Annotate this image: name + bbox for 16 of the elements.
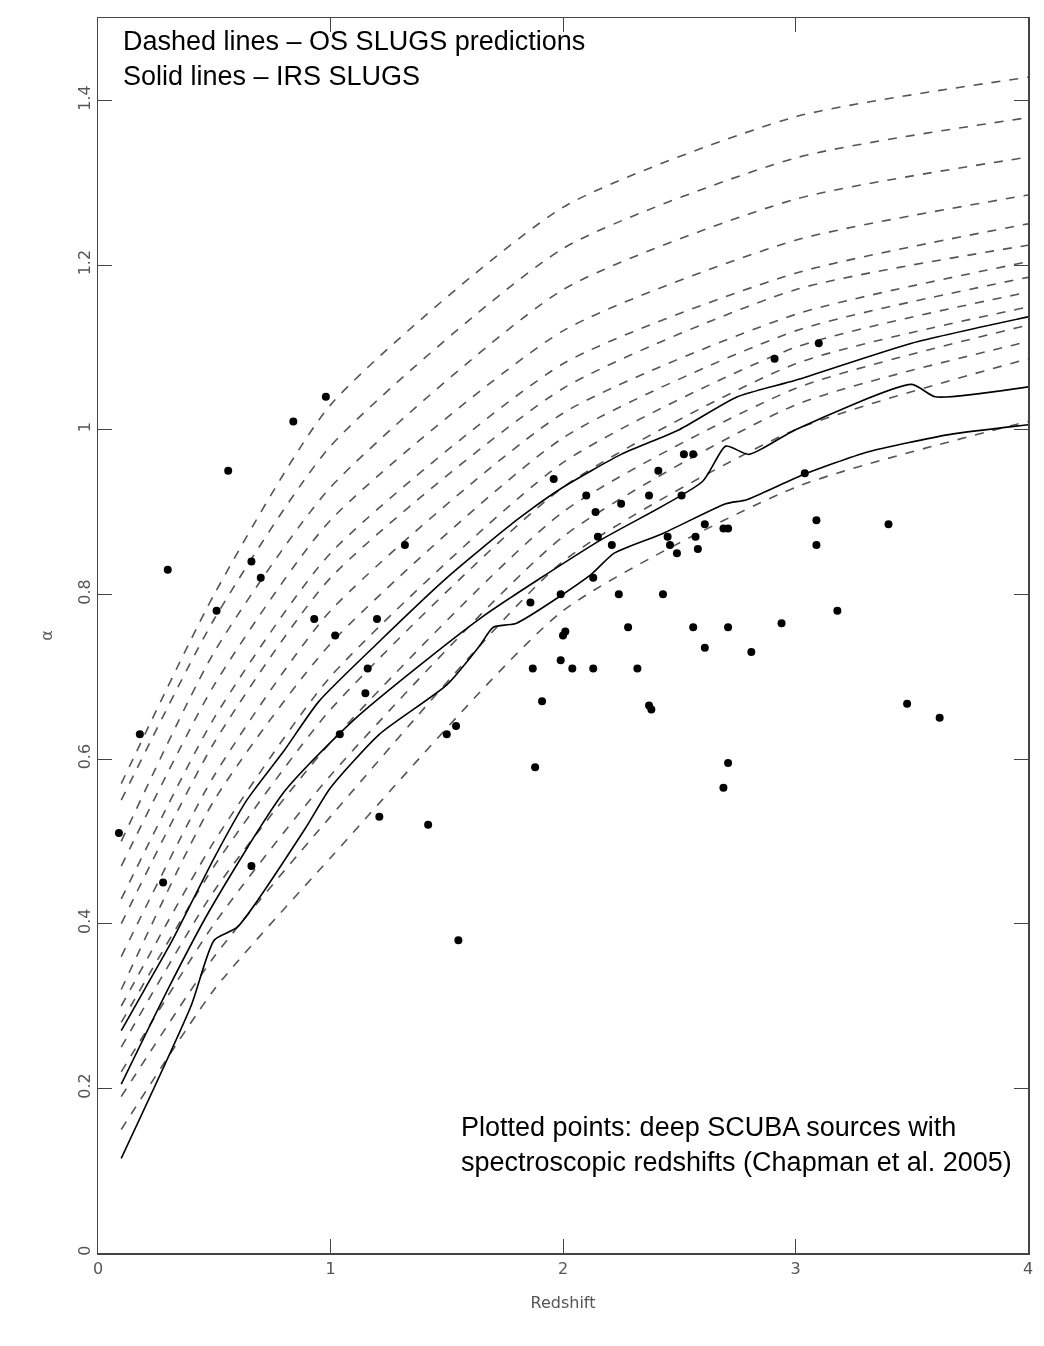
- y-tick-label: 0.8: [75, 579, 95, 605]
- y-tick-label: 1.2: [75, 249, 95, 276]
- y-tick-label: 0.4: [75, 908, 95, 934]
- y-axis-title: α: [37, 630, 57, 641]
- y-tick-label: 0.2: [75, 1073, 95, 1099]
- y-tick-label: 0.6: [75, 743, 95, 770]
- x-tick-label: 2: [557, 1258, 569, 1278]
- x-tick-label: 3: [790, 1258, 801, 1278]
- x-tick-label: 4: [1022, 1258, 1034, 1278]
- annotation: Dashed lines – OS SLUGS predictions Solid lines – IRS SLUGS: [123, 26, 586, 92]
- y-tick-label: 0: [75, 1245, 95, 1256]
- y-tick-label: 1.4: [75, 85, 95, 111]
- x-tick-label: 1: [325, 1258, 336, 1278]
- x-axis-title: Redshift: [530, 1293, 596, 1313]
- y-tick-label: 1: [75, 422, 95, 433]
- annotation: Plotted points: deep SCUBA sources with spectroscopic redshifts (Chapman et al. 2005): [461, 1112, 1012, 1178]
